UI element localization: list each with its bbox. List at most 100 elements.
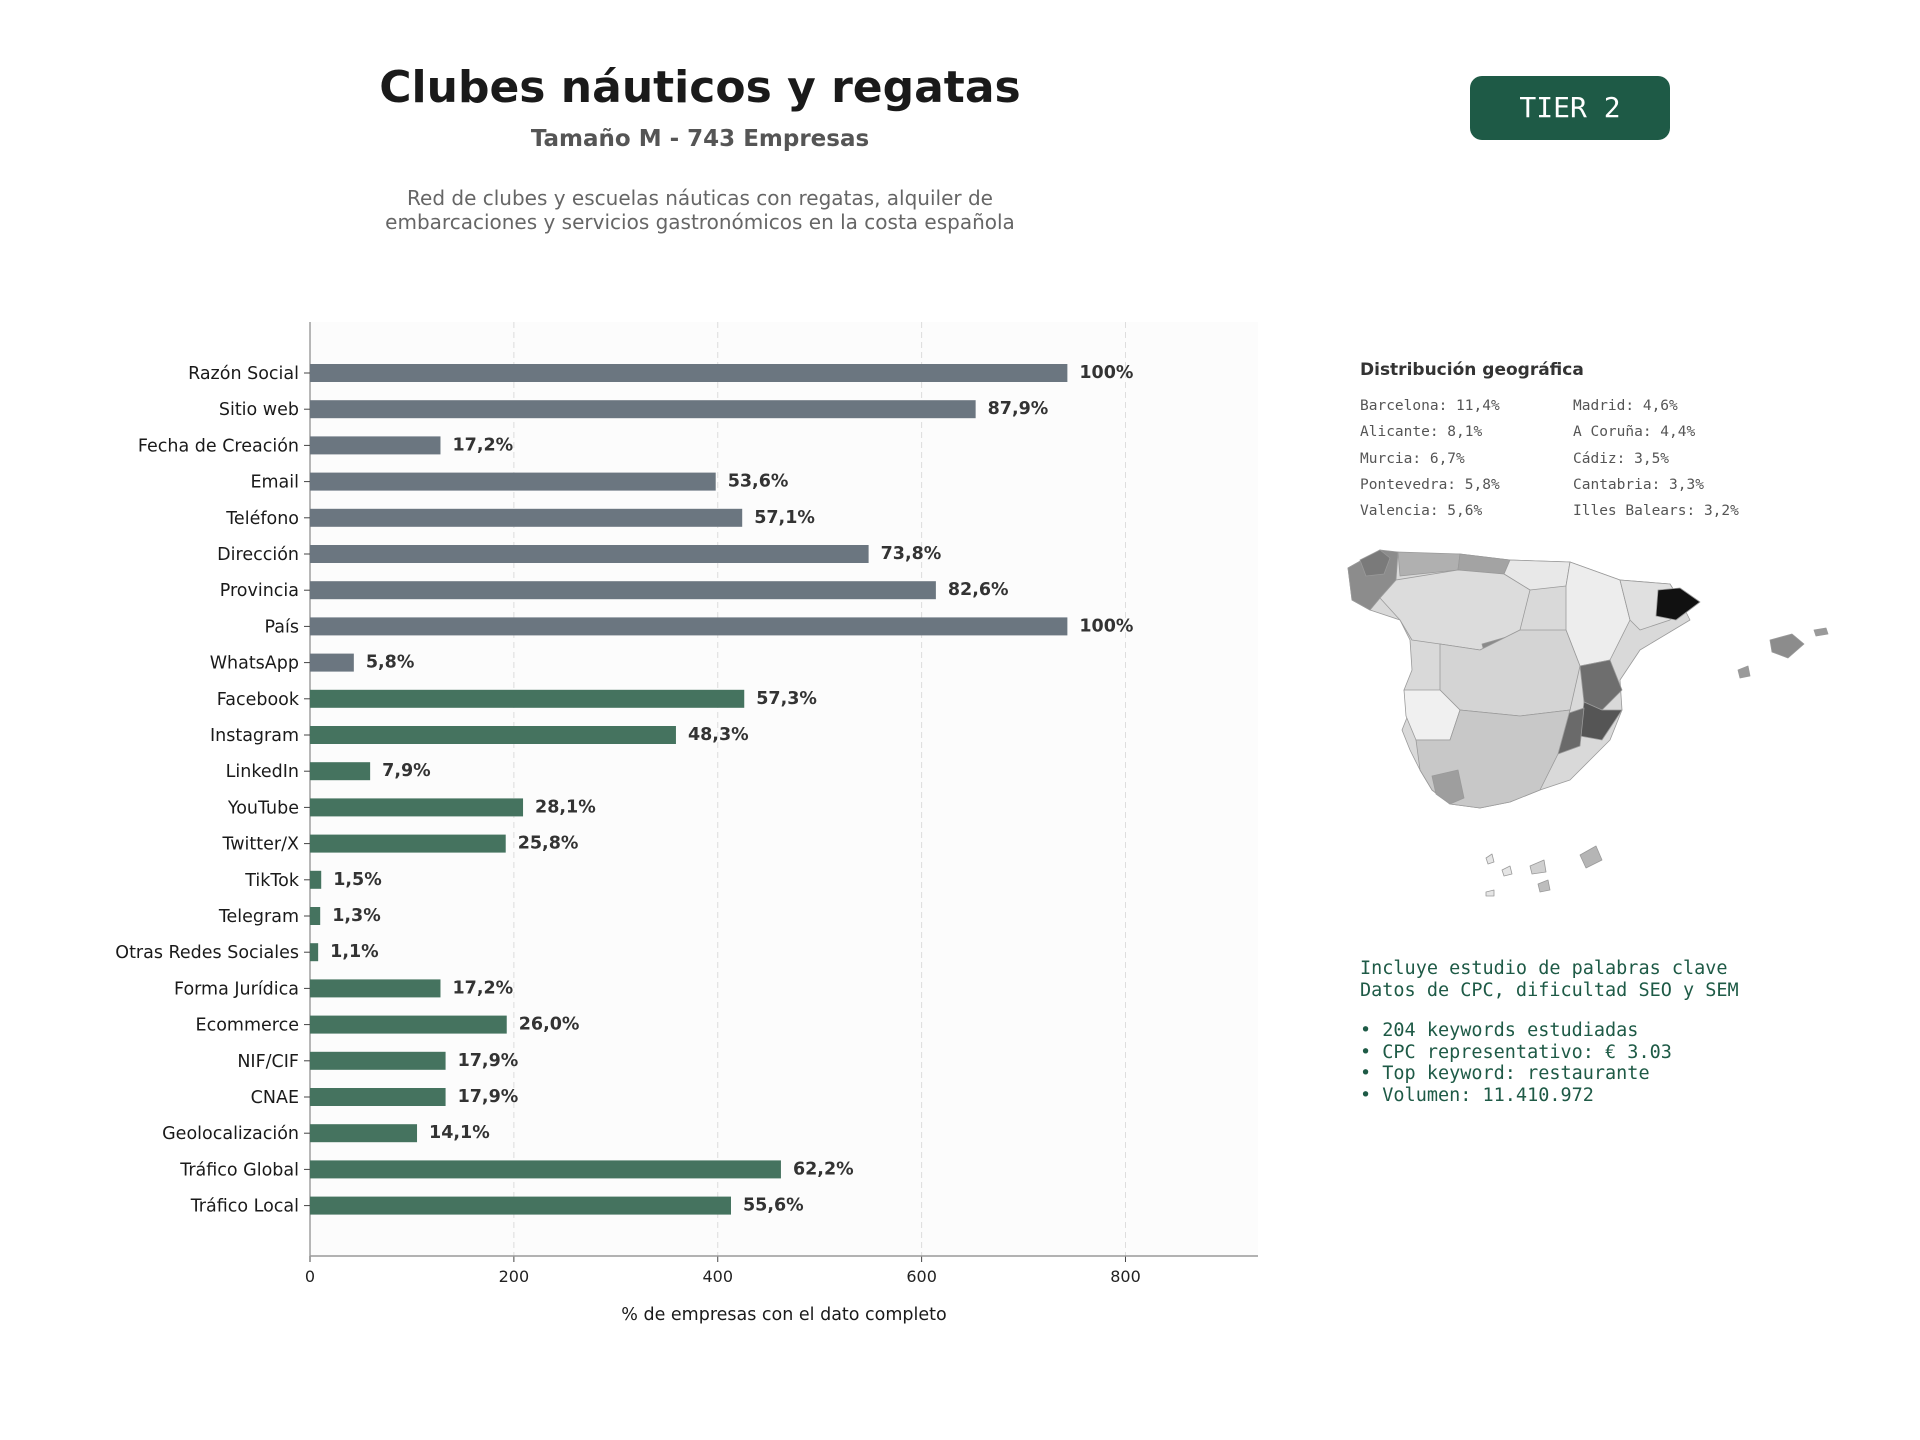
- category-label: Instagram: [210, 726, 299, 746]
- category-label: Twitter/X: [221, 835, 299, 855]
- geo-row: Valencia: 5,6% Illes Balears: 3,2%: [1360, 503, 1780, 529]
- bar: [310, 545, 869, 563]
- category-label: LinkedIn: [226, 762, 299, 782]
- data-label: 7,9%: [382, 761, 431, 781]
- bar: [310, 1015, 507, 1034]
- bar: [310, 581, 936, 600]
- map-region-coruna: [1359, 549, 1391, 577]
- category-label: Otras Redes Sociales: [115, 943, 299, 963]
- category-label: Tráfico Global: [179, 1160, 299, 1180]
- category-label: Email: [250, 473, 299, 493]
- category-label: Ecommerce: [196, 1016, 299, 1036]
- map-region-valencia: [1579, 659, 1623, 711]
- data-label: 57,1%: [754, 508, 815, 528]
- geo-entry: Murcia: 6,7%: [1360, 450, 1465, 467]
- category-label: Teléfono: [225, 509, 299, 529]
- map-region-canarias-5: [1537, 879, 1551, 893]
- data-label: 25,8%: [518, 834, 579, 854]
- category-label: Telegram: [218, 907, 299, 927]
- data-label: 5,8%: [366, 653, 415, 673]
- bar: [310, 762, 371, 781]
- data-label: 17,9%: [458, 1087, 519, 1107]
- category-label: Facebook: [217, 690, 300, 710]
- keywords-bullet: • Volumen: 11.410.972: [1360, 1084, 1594, 1106]
- map-region-cadiz: [1431, 769, 1465, 805]
- bar: [310, 689, 745, 708]
- data-label: 17,2%: [452, 978, 513, 998]
- map-region-canarias-2: [1529, 859, 1547, 875]
- bar: [310, 1196, 731, 1215]
- x-axis-label: % de empresas con el dato completo: [621, 1305, 946, 1325]
- geo-title: Distribución geográfica: [1360, 360, 1584, 380]
- page-title: Clubes náuticos y regatas: [379, 62, 1021, 113]
- data-label: 55,6%: [743, 1196, 804, 1216]
- geo-row: Alicante: 8,1% A Coruña: 4,4%: [1360, 424, 1780, 450]
- data-label: 14,1%: [429, 1123, 490, 1143]
- data-label: 100%: [1079, 616, 1133, 636]
- spain-choropleth-map: [1347, 549, 1829, 897]
- map-region-mallorca: [1769, 633, 1805, 659]
- bar: [310, 1088, 446, 1106]
- category-label: Razón Social: [188, 364, 299, 384]
- bar: [310, 834, 506, 853]
- geo-entry: Valencia: 5,6%: [1360, 503, 1483, 520]
- keywords-bullet: • Top keyword: restaurante: [1360, 1063, 1650, 1084]
- x-tick-label: 600: [906, 1267, 937, 1286]
- data-label: 62,2%: [793, 1159, 854, 1179]
- category-label: Dirección: [217, 545, 299, 565]
- page-description: Red de clubes y escuelas náuticas con re…: [300, 186, 1100, 234]
- data-label: 57,3%: [756, 689, 817, 709]
- map-region-canarias-6: [1485, 889, 1495, 897]
- description-line-2: embarcaciones y servicios gastronómicos …: [385, 210, 1015, 234]
- map-region-canarias-4: [1485, 853, 1495, 865]
- geo-entry: Pontevedra: 5,8%: [1360, 476, 1500, 493]
- bar: [310, 726, 676, 744]
- category-label: Tráfico Local: [190, 1197, 299, 1217]
- page-subtitle: Tamaño M - 743 Empresas: [530, 126, 870, 152]
- bar: [310, 472, 716, 491]
- map-region-canarias-1: [1579, 845, 1603, 869]
- data-label: 87,9%: [988, 399, 1049, 419]
- geo-distribution-list: Barcelona: 11,4% Madrid: 4,6% Alicante: …: [1360, 398, 1780, 529]
- data-label: 1,5%: [333, 870, 382, 890]
- category-label: NIF/CIF: [237, 1052, 299, 1072]
- category-label: País: [265, 617, 299, 637]
- bar-chart: 0 200 400 600 800 Razón Social 100% Sitio web 87…: [115, 322, 1258, 1325]
- tier-badge: TIER 2: [1470, 76, 1670, 140]
- bar: [310, 798, 524, 817]
- data-label: 17,9%: [458, 1051, 519, 1071]
- geo-entry: Alicante: 8,1%: [1360, 424, 1483, 441]
- category-label: WhatsApp: [210, 654, 299, 674]
- geo-entry: Illes Balears: 3,2%: [1573, 503, 1739, 520]
- data-label: 100%: [1079, 363, 1133, 383]
- geo-row: Murcia: 6,7% Cádiz: 3,5%: [1360, 451, 1780, 477]
- map-region-north: [1503, 559, 1571, 591]
- data-label: 28,1%: [535, 797, 596, 817]
- bar: [310, 979, 441, 998]
- bar: [310, 617, 1068, 636]
- keywords-line-1: Incluye estudio de palabras clave: [1360, 958, 1728, 979]
- keywords-line-2: Datos de CPC, dificultad SEO y SEM: [1360, 979, 1739, 1001]
- keywords-bullet: • 204 keywords estudiadas: [1360, 1020, 1639, 1041]
- category-label: CNAE: [251, 1088, 299, 1108]
- x-tick-label: 400: [702, 1267, 733, 1286]
- category-label: Sitio web: [219, 400, 299, 420]
- data-label: 26,0%: [519, 1015, 580, 1035]
- map-region-ibiza: [1737, 665, 1751, 679]
- data-label: 48,3%: [688, 725, 749, 745]
- x-tick-label: 200: [499, 1267, 530, 1286]
- data-label: 1,1%: [330, 942, 379, 962]
- category-label: Fecha de Creación: [138, 436, 299, 456]
- bar: [310, 1051, 446, 1070]
- map-region-canarias-3: [1501, 865, 1513, 877]
- category-label: Provincia: [220, 581, 299, 601]
- x-tick-label: 0: [305, 1267, 315, 1286]
- geo-entry: A Coruña: 4,4%: [1573, 424, 1696, 441]
- geo-entry: Cantabria: 3,3%: [1573, 476, 1704, 493]
- data-label: 17,2%: [452, 435, 513, 455]
- geo-row: Pontevedra: 5,8% Cantabria: 3,3%: [1360, 477, 1780, 503]
- bar: [310, 436, 441, 455]
- x-tick-label: 800: [1110, 1267, 1141, 1286]
- description-line-1: Red de clubes y escuelas náuticas con re…: [407, 186, 993, 210]
- bar: [310, 508, 743, 527]
